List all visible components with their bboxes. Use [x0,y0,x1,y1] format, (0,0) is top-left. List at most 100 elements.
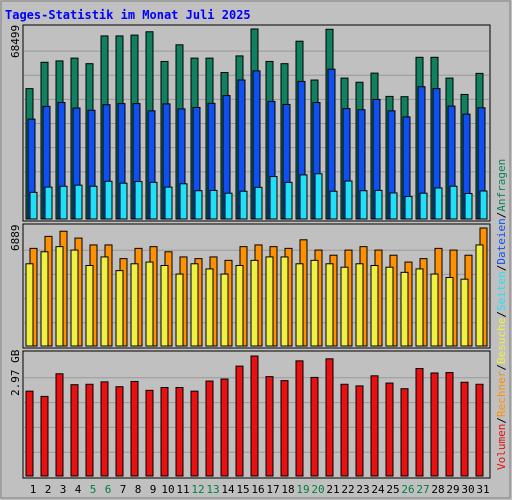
besuche-bar [235,264,244,347]
volumen-bar [190,390,199,477]
volume-panel-frame [22,350,491,479]
volumen-bar [295,360,304,477]
seiten-bar [29,191,38,220]
day-label: 27 [416,483,429,496]
volumen-bar [70,384,79,477]
hits-panel: 68499 [9,24,491,222]
seiten-bar [179,183,188,220]
day-label: 20 [311,483,324,496]
volumen-bar [220,378,229,477]
seiten-bar [119,182,128,220]
volumen-bar [370,375,379,477]
besuche-bar [70,249,79,347]
besuche-bar [325,263,334,347]
legend-anfragen: Anfragen [495,159,508,212]
volumen-bar [40,395,49,477]
day-label: 17 [266,483,279,496]
legend-volumen: Volumen [495,424,508,470]
volumen-bar [460,381,469,477]
day-label: 19 [296,483,309,496]
seiten-bar [434,187,443,220]
volumen-bar [130,380,139,477]
besuche-bar [115,270,124,347]
volumen-bar [145,389,154,477]
day-label: 16 [251,483,264,496]
volumen-bar [100,381,109,477]
besuche-bar [355,263,364,347]
besuche-bar [145,261,154,347]
besuche-bar [130,263,139,347]
day-label: 21 [326,483,339,496]
day-label: 11 [176,483,189,496]
seiten-bar [269,176,278,220]
legend-dateien: Dateien [495,218,508,264]
volumen-bar [250,355,259,477]
volumen-bar [160,387,169,477]
volume-panel: 2.97 GB [9,349,491,479]
legend-separator: / [495,364,508,371]
volumen-bar [310,376,319,477]
day-label: 29 [446,483,459,496]
day-label: 8 [135,483,142,496]
volumen-bar [400,388,409,477]
day-label: 24 [371,483,385,496]
besuche-bar [460,278,469,347]
volumen-bar [175,387,184,477]
besuche-bar [280,256,289,347]
besuche-bar [250,259,259,347]
day-label: 18 [281,483,294,496]
seiten-bar [89,185,98,220]
besuche-bar [445,276,454,347]
day-label: 14 [221,483,235,496]
seiten-bar [314,173,323,220]
seiten-bar [59,185,68,220]
besuche-bar [400,271,409,347]
legend-seiten: Seiten [495,271,508,311]
day-label: 5 [90,483,97,496]
volumen-bar [340,383,349,477]
day-label: 15 [236,483,249,496]
besuche-bar [475,244,484,347]
seiten-bar [404,196,413,220]
seiten-bar [134,181,143,220]
seiten-bar [374,189,383,220]
right-legend: Volumen/Rechner/Besuche/Seiten/Dateien/A… [495,159,508,470]
volumen-bar [55,373,64,477]
seiten-bar [479,190,488,220]
day-label: 9 [150,483,157,496]
volumen-bar [265,376,274,477]
legend-separator: / [495,417,508,424]
day-label: 22 [341,483,354,496]
besuche-bar [100,256,109,347]
besuche-bar [295,263,304,347]
day-label: 25 [386,483,399,496]
day-label: 26 [401,483,414,496]
day-label: 28 [431,483,444,496]
besuche-bar [340,266,349,347]
seiten-bar [284,181,293,220]
seiten-bar [44,186,53,220]
volumen-bar [430,372,439,477]
besuche-bar [220,273,229,347]
day-label: 23 [356,483,369,496]
day-label: 13 [206,483,219,496]
besuche-bar [205,268,214,347]
volume-max-label: 2.97 GB [9,349,22,396]
day-label: 7 [120,483,127,496]
seiten-bar [419,192,428,220]
day-label: 2 [45,483,52,496]
seiten-bar [329,190,338,220]
hits-max-label: 68499 [9,25,22,58]
seiten-bar [254,186,263,220]
besuche-bar [175,273,184,347]
visits-panel-frame [22,223,491,349]
visits-panel: 6889 [9,223,491,349]
seiten-bar [299,174,308,220]
seiten-bar [359,190,368,220]
legend-separator: / [495,311,508,318]
visits-max-label: 6889 [9,225,22,252]
volumen-bar [115,386,124,477]
besuche-bar [385,266,394,347]
seiten-bar [449,185,458,220]
